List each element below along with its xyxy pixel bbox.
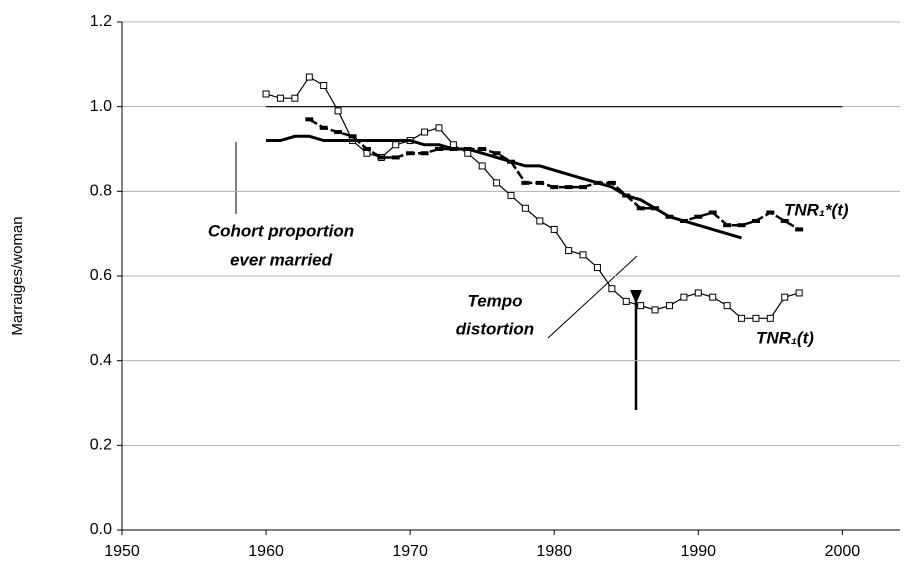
marker xyxy=(536,217,544,225)
marker xyxy=(276,94,284,102)
marker xyxy=(507,192,515,200)
y-axis-label: Marraiges/woman xyxy=(9,216,26,335)
marker xyxy=(795,289,803,297)
x-tick-label: 1980 xyxy=(536,543,572,560)
marker xyxy=(420,151,429,156)
marker xyxy=(392,141,400,149)
series-label: TNR₁*(t) xyxy=(784,200,849,219)
marker xyxy=(636,206,645,211)
x-tick-label: 2000 xyxy=(825,543,861,560)
marker xyxy=(694,214,703,219)
series-line xyxy=(308,118,800,231)
marker xyxy=(680,293,688,301)
marker xyxy=(521,204,529,212)
marker xyxy=(751,218,760,223)
marker xyxy=(709,293,717,301)
annotation: ever married xyxy=(230,250,333,269)
x-tick-label: 1970 xyxy=(392,543,428,560)
marker xyxy=(579,185,588,190)
marker xyxy=(550,225,558,233)
marker xyxy=(291,94,299,102)
arrow-head xyxy=(630,290,642,304)
y-tick-label: 0.6 xyxy=(90,267,112,284)
leader-line xyxy=(547,255,638,339)
marker xyxy=(651,306,659,314)
x-tick-label: 1960 xyxy=(248,543,284,560)
marker xyxy=(478,162,486,170)
marker xyxy=(723,223,732,228)
marker xyxy=(406,151,415,156)
marker xyxy=(535,180,544,185)
y-tick-label: 0.8 xyxy=(90,183,112,200)
y-tick-label: 1.2 xyxy=(90,13,112,30)
annotation: Cohort proportion xyxy=(208,221,354,240)
marker xyxy=(752,314,760,322)
y-tick-label: 0.0 xyxy=(90,521,112,538)
annotation: distortion xyxy=(456,319,534,338)
marker xyxy=(320,82,328,89)
marker xyxy=(665,302,673,310)
marker xyxy=(608,285,616,293)
marker xyxy=(319,125,328,130)
marker xyxy=(637,302,645,310)
marker xyxy=(421,128,429,136)
marker xyxy=(607,180,616,185)
marker xyxy=(780,218,789,223)
marker xyxy=(781,293,789,301)
marker xyxy=(737,223,746,228)
marker xyxy=(593,264,601,272)
marker xyxy=(550,185,559,190)
marker xyxy=(579,251,587,259)
marker xyxy=(262,90,270,98)
marker xyxy=(622,297,630,305)
marker xyxy=(377,155,386,160)
marker xyxy=(334,130,343,135)
x-tick-label: 1990 xyxy=(680,543,716,560)
marker xyxy=(795,227,804,232)
marker xyxy=(435,124,443,132)
y-tick-label: 1.0 xyxy=(90,98,112,115)
series-label: TNR₁(t) xyxy=(756,328,814,347)
annotation: Tempo xyxy=(467,291,522,310)
marker xyxy=(564,185,573,190)
series-line xyxy=(266,134,742,240)
marker xyxy=(434,147,443,151)
marker xyxy=(766,210,775,215)
marker xyxy=(348,134,357,139)
y-tick-label: 0.2 xyxy=(90,437,112,454)
y-tick-label: 0.4 xyxy=(90,352,112,369)
marker xyxy=(305,73,313,81)
marker xyxy=(738,314,746,322)
marker xyxy=(708,210,717,215)
marker xyxy=(492,151,501,156)
marker xyxy=(478,147,487,151)
series-line xyxy=(265,76,800,319)
marker xyxy=(391,155,400,160)
marker xyxy=(493,179,501,187)
marker xyxy=(334,107,342,115)
marker xyxy=(362,147,371,151)
marker xyxy=(521,180,530,185)
marker xyxy=(565,247,573,255)
x-tick-label: 1950 xyxy=(104,543,140,560)
marker xyxy=(305,117,314,122)
marker xyxy=(723,302,731,310)
marker xyxy=(766,314,774,322)
marker xyxy=(694,289,702,297)
